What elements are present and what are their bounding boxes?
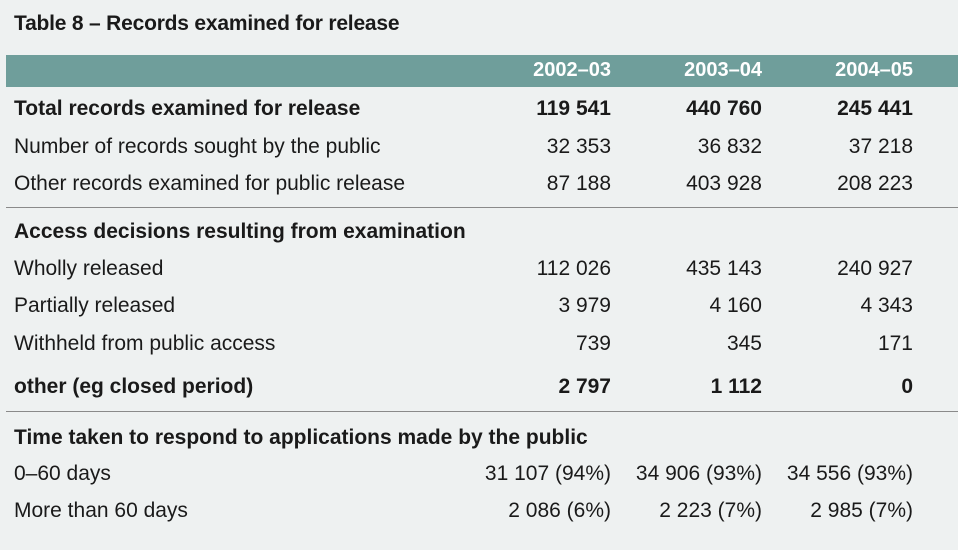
table-row: 0–60 days 31 107 (94%) 34 906 (93%) 34 5…: [0, 462, 958, 498]
cell-value: 208 223: [837, 172, 913, 195]
cell-value: 240 927: [837, 257, 913, 280]
cell-value: 2 797: [558, 375, 611, 398]
column-header-2004-05: 2004–05: [835, 59, 913, 81]
cell-value: 3 979: [558, 294, 611, 317]
table-row: Number of records sought by the public 3…: [0, 135, 958, 171]
cell-value: 2 985 (7%): [810, 499, 913, 522]
cell-value: 345: [726, 332, 762, 355]
cell-value: 36 832: [697, 135, 762, 158]
section-heading-access-decisions: Access decisions resulting from examinat…: [0, 220, 958, 256]
row-label: Other records examined for public releas…: [14, 172, 406, 195]
row-label: 0–60 days: [14, 462, 111, 485]
table-row: More than 60 days 2 086 (6%) 2 223 (7%) …: [0, 499, 958, 535]
column-header-band: [6, 55, 958, 87]
section-divider: [6, 411, 958, 412]
column-header-2002-03: 2002–03: [533, 59, 611, 81]
cell-value: 1 112: [710, 375, 762, 398]
table-row: Wholly released 112 026 435 143 240 927: [0, 257, 958, 293]
cell-value: 435 143: [686, 257, 762, 280]
cell-value: 87 188: [546, 172, 611, 195]
cell-value: 112 026: [536, 257, 611, 280]
row-label: Partially released: [14, 294, 176, 317]
cell-value: 32 353: [546, 135, 611, 158]
cell-value: 119 541: [536, 97, 611, 120]
cell-value: 440 760: [686, 97, 762, 120]
section-heading: Access decisions resulting from examinat…: [14, 220, 466, 243]
cell-value: 37 218: [848, 135, 913, 158]
table-title: Table 8 – Records examined for release: [14, 12, 400, 35]
cell-value: 2 086 (6%): [508, 499, 611, 522]
table-row: Partially released 3 979 4 160 4 343: [0, 294, 958, 330]
cell-value: 2 223 (7%): [659, 499, 762, 522]
table-row: Withheld from public access 739 345 171: [0, 332, 958, 368]
cell-value: 171: [877, 332, 913, 355]
row-label: Withheld from public access: [14, 332, 276, 355]
cell-value: 739: [575, 332, 611, 355]
row-label: Number of records sought by the public: [14, 135, 381, 158]
section-heading: Time taken to respond to applications ma…: [14, 426, 588, 449]
row-label: Total records examined for release: [14, 97, 361, 120]
section-divider: [6, 207, 958, 208]
section-heading-response-time: Time taken to respond to applications ma…: [0, 426, 958, 462]
cell-value: 245 441: [837, 97, 913, 120]
cell-value: 4 160: [709, 294, 762, 317]
cell-value: 34 906 (93%): [635, 462, 762, 485]
cell-value: 403 928: [686, 172, 762, 195]
table-row-total-records: Total records examined for release 119 5…: [0, 97, 958, 133]
row-label: Wholly released: [14, 257, 164, 280]
column-header-2003-04: 2003–04: [684, 59, 762, 81]
row-label: More than 60 days: [14, 499, 188, 522]
table-row: Other records examined for public releas…: [0, 172, 958, 208]
cell-value: 34 556 (93%): [786, 462, 913, 485]
cell-value: 4 343: [860, 294, 913, 317]
cell-value: 31 107 (94%): [484, 462, 611, 485]
cell-value: 0: [901, 375, 913, 398]
row-label: other (eg closed period): [14, 375, 254, 398]
table-row-other: other (eg closed period) 2 797 1 112 0: [0, 375, 958, 411]
